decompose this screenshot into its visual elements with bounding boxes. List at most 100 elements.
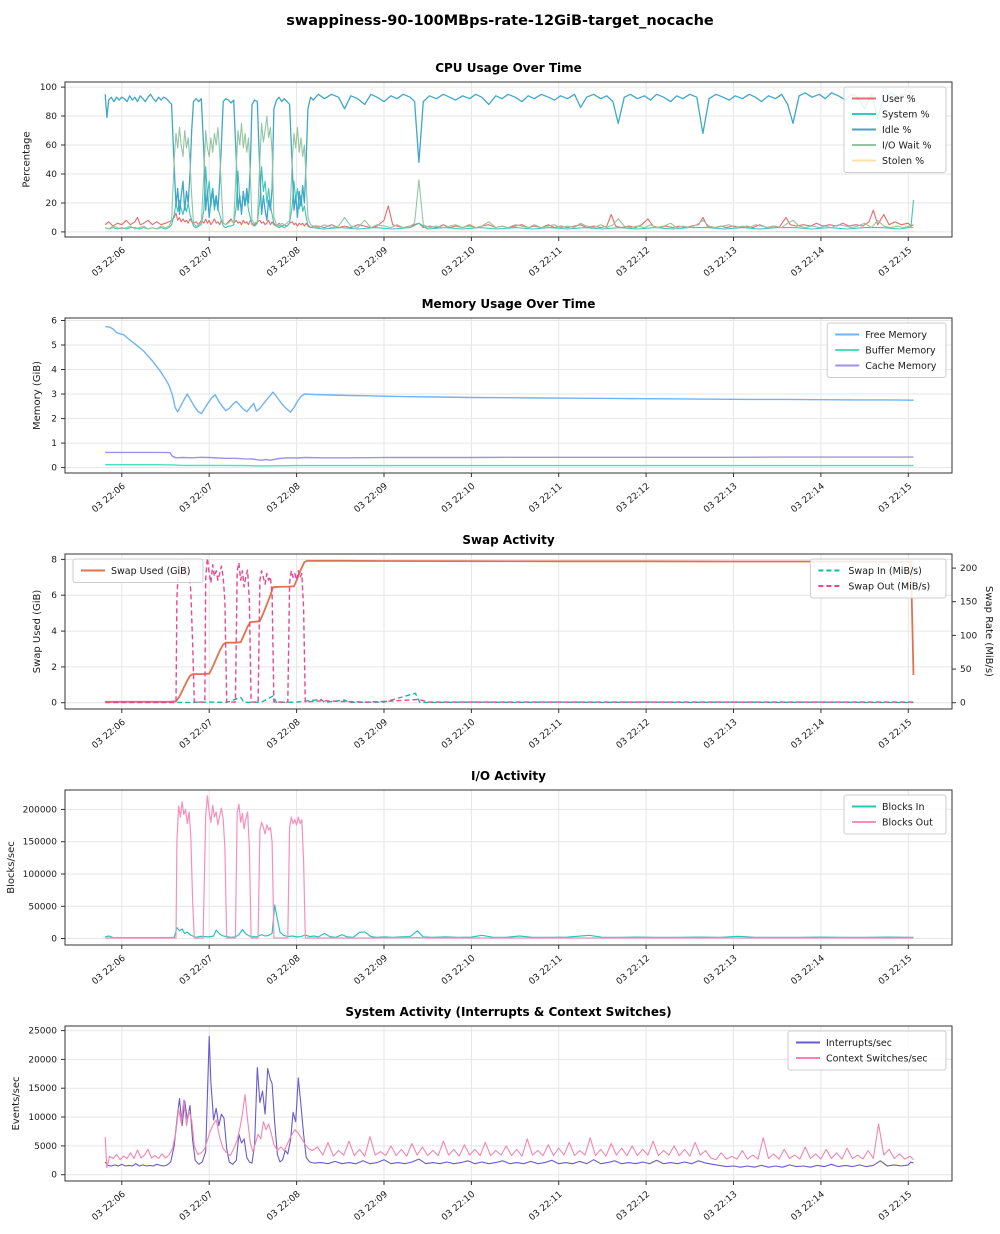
- idle-pct-legend-label: Idle %: [882, 125, 911, 136]
- x-tick-label: 03 22:07: [178, 482, 215, 516]
- user-pct-line: [104, 205, 914, 229]
- blocks-in-legend-label: Blocks In: [882, 802, 925, 813]
- x-tick-label: 03 22:09: [353, 953, 390, 987]
- x-tick-label: 03 22:08: [265, 953, 302, 987]
- x-tick-label: 03 22:12: [615, 482, 652, 516]
- x-tick-label: 03 22:08: [265, 717, 302, 751]
- x-tick-label: 03 22:10: [440, 953, 477, 987]
- memory-usage-plot: 03 22:06 03 22:07 03 22:08 03 22:09 03 22:10…: [32, 297, 953, 516]
- right-y-tick-label: 50: [960, 665, 972, 675]
- y-tick-label: 3: [51, 390, 57, 400]
- legend-box: [843, 86, 947, 173]
- buffer-memory-legend-label: Buffer Memory: [865, 346, 936, 357]
- plot-background: [65, 82, 952, 237]
- chart-title: CPU Usage Over Time: [435, 61, 582, 75]
- x-tick-label: 03 22:15: [877, 718, 914, 752]
- swap-in-legend-label: Swap In (MiB/s): [848, 566, 921, 577]
- x-tick-label: 03 22:07: [178, 1190, 215, 1224]
- x-tick-label: 03 22:10: [440, 481, 477, 515]
- x-tick-label: 03 22:15: [877, 482, 914, 516]
- right-y-tick-label: 200: [960, 564, 977, 574]
- x-tick-label: 03 22:10: [440, 1189, 477, 1223]
- y-axis-label: Events/sec: [11, 1076, 22, 1130]
- y-axis-label: Percentage: [21, 131, 32, 187]
- memory-usage-chart: 03 22:06 03 22:07 03 22:08 03 22:09 03 22:10…: [0, 292, 1000, 528]
- x-tick-label: 03 22:15: [877, 1190, 914, 1224]
- x-tick-label: 03 22:09: [353, 481, 390, 515]
- y-tick-label: 80: [46, 112, 58, 122]
- x-tick-label: 03 22:11: [527, 718, 564, 752]
- x-tick-label: 03 22:14: [790, 953, 827, 987]
- plot-border: [64, 789, 953, 946]
- page-title: swappiness-90-100MBps-rate-12GiB-target_…: [286, 13, 714, 29]
- y-tick-label: 20: [46, 199, 58, 209]
- system-pct-legend-label: System %: [882, 110, 929, 121]
- io-activity-chart: 03 22:06 03 22:07 03 22:08 03 22:09 03 22:10…: [0, 764, 1000, 1000]
- x-tick-label: 03 22:13: [702, 482, 739, 516]
- y-tick-label: 4: [51, 627, 57, 637]
- y-tick-label: 6: [51, 317, 57, 327]
- interrupts-legend-label: Interrupts/sec: [826, 1038, 892, 1049]
- x-tick-label: 03 22:08: [265, 1189, 302, 1223]
- y-tick-label: 1: [51, 439, 57, 449]
- chart-title: System Activity (Interrupts & Context Sw…: [345, 1005, 671, 1019]
- swap-out-line: [105, 557, 914, 704]
- legend-box: [843, 794, 947, 835]
- chart-title: Memory Usage Over Time: [422, 297, 596, 311]
- x-tick-label: 03 22:08: [265, 481, 302, 515]
- swap-activity-plot: 03 22:06 03 22:07 03 22:08 03 22:09 03 22:10…: [32, 533, 994, 752]
- swap-used-line: [105, 559, 915, 703]
- chart-title: I/O Activity: [471, 769, 546, 783]
- y-tick-label: 0: [51, 228, 57, 238]
- x-tick-label: 03 22:07: [178, 954, 215, 988]
- chart-title: Swap Activity: [462, 533, 555, 547]
- plot-background: [65, 790, 952, 945]
- legend-box: [72, 558, 204, 583]
- y-tick-label: 15000: [28, 1084, 57, 1094]
- y-tick-label: 5: [51, 341, 57, 351]
- idle-pct-line: [104, 92, 914, 221]
- x-tick-label: 03 22:11: [527, 246, 564, 280]
- right-y-tick-label: 0: [960, 699, 966, 709]
- y-axis-label: Swap Used (GiB): [32, 590, 43, 674]
- y-tick-label: 4: [51, 366, 57, 376]
- y-tick-label: 0: [51, 935, 57, 945]
- y-tick-label: 0: [51, 1171, 57, 1181]
- y-tick-label: 50000: [28, 902, 57, 912]
- swap-activity-chart: 03 22:06 03 22:07 03 22:08 03 22:09 03 22:10…: [0, 528, 1000, 764]
- x-tick-label: 03 22:06: [90, 953, 127, 987]
- swap-out-legend-label: Swap Out (MiB/s): [848, 582, 930, 593]
- x-tick-label: 03 22:13: [702, 1190, 739, 1224]
- y-tick-label: 150000: [23, 838, 58, 848]
- x-tick-label: 03 22:12: [615, 954, 652, 988]
- free-memory-line: [105, 325, 914, 415]
- stolen-pct-legend-label: Stolen %: [882, 156, 924, 167]
- blocks-in-line: [105, 904, 914, 939]
- x-tick-label: 03 22:13: [702, 718, 739, 752]
- user-pct-legend-label: User %: [882, 94, 916, 105]
- y-tick-label: 5000: [34, 1142, 57, 1152]
- io-activity-plot: 03 22:06 03 22:07 03 22:08 03 22:09 03 22:10…: [6, 769, 953, 988]
- y-axis-label: Memory (GiB): [32, 361, 43, 430]
- y-tick-label: 8: [51, 555, 57, 565]
- y-tick-label: 10000: [28, 1113, 57, 1123]
- y-axis-label: Blocks/sec: [6, 841, 17, 894]
- y-tick-label: 40: [46, 170, 58, 180]
- right-y-axis-label: Swap Rate (MiB/s): [983, 586, 994, 677]
- x-tick-label: 03 22:13: [702, 246, 739, 280]
- legend-box: [809, 558, 947, 599]
- right-y-tick-label: 150: [960, 598, 977, 608]
- x-tick-label: 03 22:14: [790, 717, 827, 751]
- x-tick-label: 03 22:15: [877, 246, 914, 280]
- plot-border: [64, 1025, 953, 1182]
- system-activity-plot: 03 22:06 03 22:07 03 22:08 03 22:09 03 22:10…: [11, 1005, 953, 1224]
- x-tick-label: 03 22:14: [790, 245, 827, 279]
- plot-border: [64, 81, 953, 238]
- legend-box: [787, 1030, 947, 1071]
- cache-memory-legend-label: Cache Memory: [865, 361, 937, 372]
- y-tick-label: 6: [51, 591, 57, 601]
- y-tick-label: 60: [46, 141, 58, 151]
- x-tick-label: 03 22:09: [353, 1189, 390, 1223]
- y-tick-label: 2: [51, 663, 57, 673]
